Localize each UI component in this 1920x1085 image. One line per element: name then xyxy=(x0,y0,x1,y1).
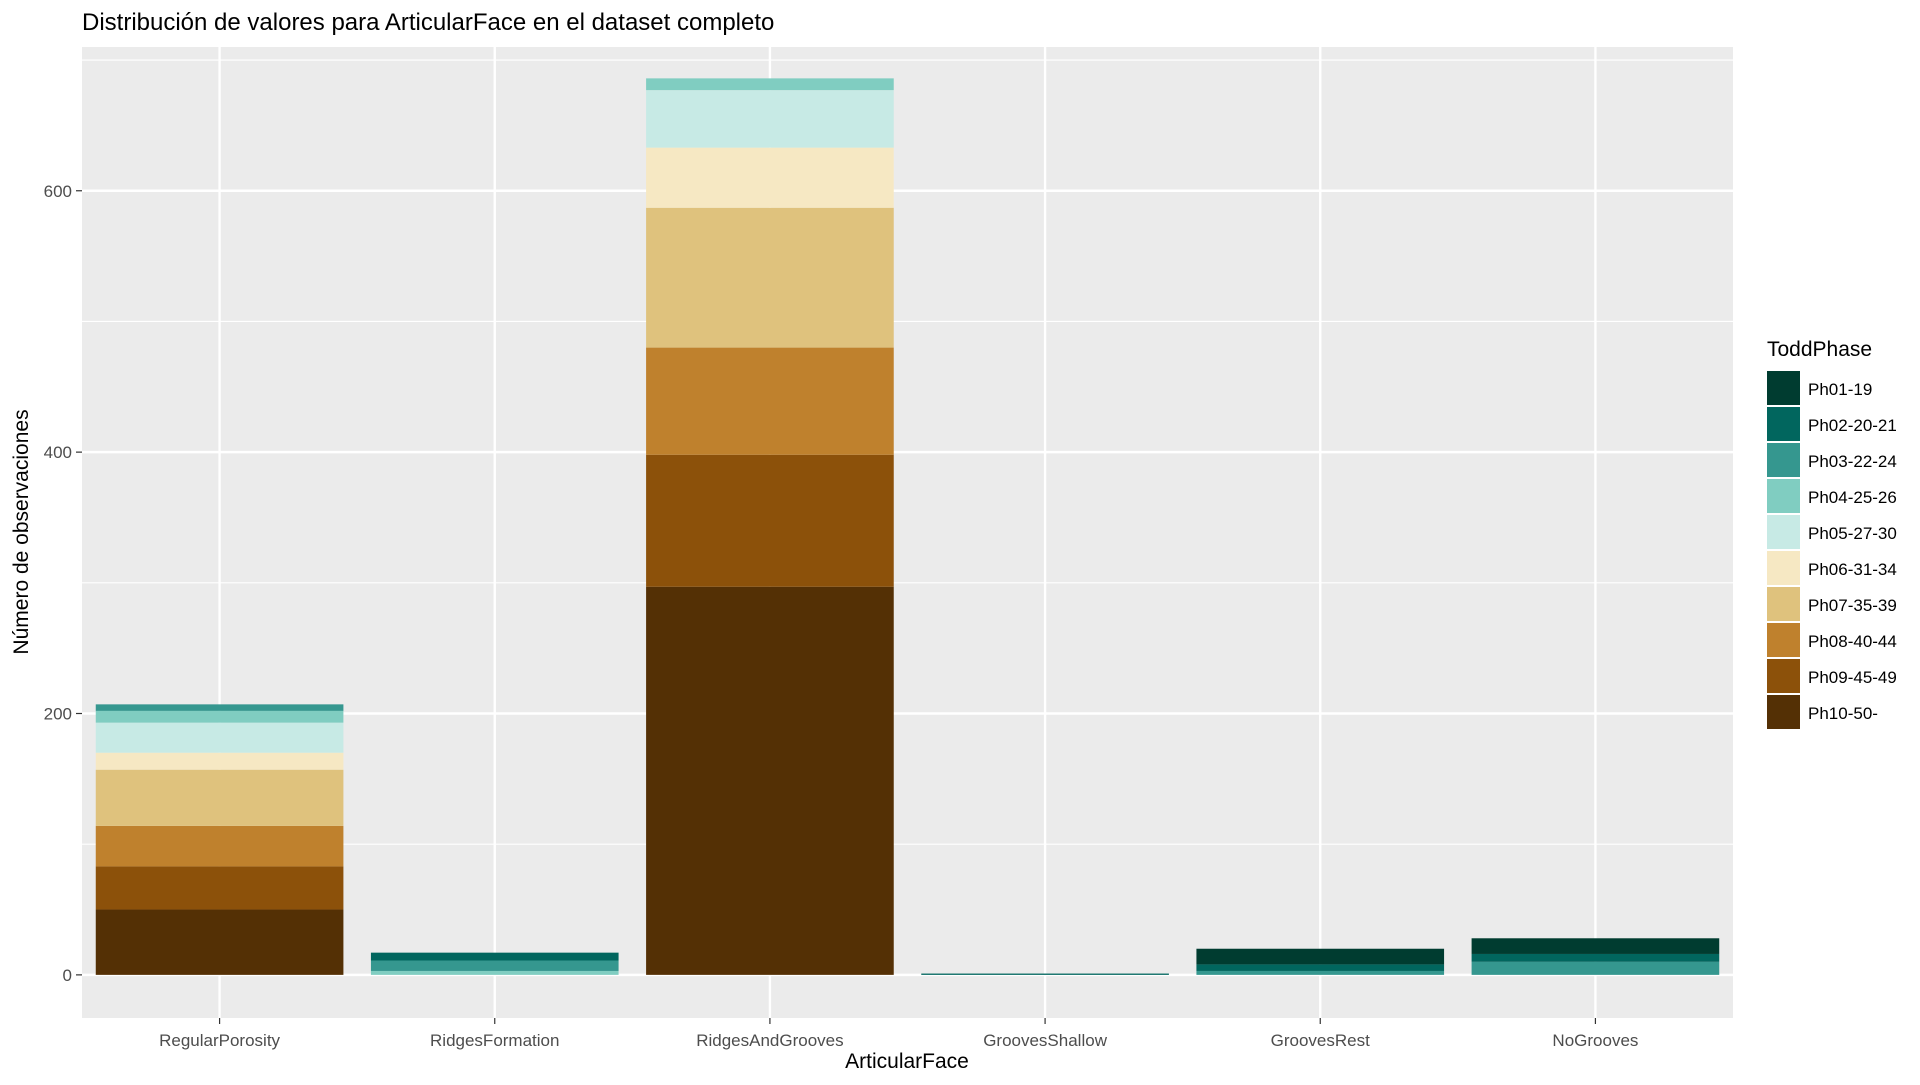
bar-segment-RidgesFormation-Ph04-25-26 xyxy=(370,970,619,975)
legend-label: Ph05-27-30 xyxy=(1808,524,1897,543)
legend-label: Ph09-45-49 xyxy=(1808,668,1897,687)
y-tick-label: 400 xyxy=(44,443,72,462)
x-axis-title: ArticularFace xyxy=(845,1050,969,1073)
chart-title: Distribución de valores para ArticularFa… xyxy=(82,9,774,36)
bar-segment-RidgesAndGrooves-Ph09-45-49 xyxy=(646,454,894,587)
bars xyxy=(95,78,1720,975)
legend-label: Ph07-35-39 xyxy=(1808,596,1897,615)
bar-segment-RidgesAndGrooves-Ph04-25-26 xyxy=(646,78,894,91)
legend-key xyxy=(1767,551,1800,585)
legend-label: Ph02-20-21 xyxy=(1808,416,1897,435)
y-axis-title: Número de observaciones xyxy=(10,409,33,654)
bar-segment-RegularPorosity-Ph08-40-44 xyxy=(95,825,344,867)
bar-segment-RegularPorosity-Ph09-45-49 xyxy=(95,866,344,910)
legend-key xyxy=(1767,479,1800,513)
bar-segment-NoGrooves-Ph03-22-24 xyxy=(1471,961,1720,975)
legend-key xyxy=(1767,407,1800,441)
bar-segment-GroovesRest-Ph03-22-24 xyxy=(1196,970,1445,975)
bar-segment-RegularPorosity-Ph04-25-26 xyxy=(95,710,344,723)
bar-segment-GroovesRest-Ph01-19 xyxy=(1196,948,1445,965)
legend-label: Ph01-19 xyxy=(1808,380,1872,399)
bar-segment-NoGrooves-Ph02-20-21 xyxy=(1471,953,1720,962)
x-tick-label: GroovesRest xyxy=(1271,1031,1370,1050)
bar-segment-RegularPorosity-Ph05-27-30 xyxy=(95,722,344,753)
legend-label: Ph06-31-34 xyxy=(1808,560,1897,579)
legend-key xyxy=(1767,659,1800,693)
legend-label: Ph04-25-26 xyxy=(1808,488,1897,507)
bar-segment-RegularPorosity-Ph07-35-39 xyxy=(95,769,344,826)
legend-title: ToddPhase xyxy=(1767,338,1872,361)
bar-segment-RidgesAndGrooves-Ph06-31-34 xyxy=(646,147,894,208)
bar-segment-RidgesAndGrooves-Ph10-50- xyxy=(646,586,894,975)
legend-key xyxy=(1767,371,1800,405)
legend-label: Ph08-40-44 xyxy=(1808,632,1897,651)
y-tick-label: 200 xyxy=(44,705,72,724)
y-tick-label: 600 xyxy=(44,182,72,201)
bar-segment-RidgesAndGrooves-Ph08-40-44 xyxy=(646,347,894,455)
bar-segment-RidgesAndGrooves-Ph05-27-30 xyxy=(646,90,894,148)
bar-segment-NoGrooves-Ph01-19 xyxy=(1471,938,1720,954)
bar-segment-RegularPorosity-Ph10-50- xyxy=(95,909,344,975)
x-tick-label: GroovesShallow xyxy=(983,1031,1108,1050)
x-tick-label: RidgesFormation xyxy=(430,1031,559,1050)
x-tick-label: NoGrooves xyxy=(1552,1031,1638,1050)
legend-key xyxy=(1767,587,1800,621)
plot-panel xyxy=(82,47,1733,1018)
x-tick-label: RidgesAndGrooves xyxy=(696,1031,843,1050)
bar-segment-GroovesRest-Ph02-20-21 xyxy=(1196,964,1445,971)
legend-key xyxy=(1767,623,1800,657)
legend-label: Ph10-50- xyxy=(1808,704,1878,723)
y-tick-label: 0 xyxy=(63,966,72,985)
x-axis-ticks: RegularPorosity RidgesFormation RidgesAndG… xyxy=(159,1018,1638,1050)
bar-segment-RidgesAndGrooves-Ph07-35-39 xyxy=(646,207,894,348)
bar-segment-RidgesFormation-Ph03-22-24 xyxy=(370,960,619,971)
bar-segment-RegularPorosity-Ph03-22-24 xyxy=(95,704,344,711)
legend: ToddPhase Ph01-19 Ph02-20-21 Ph03-22-24 Ph0… xyxy=(1767,338,1897,729)
legend-key xyxy=(1767,515,1800,549)
y-axis-ticks: 0 200 400 600 xyxy=(44,182,82,985)
bar-segment-RidgesFormation-Ph02-20-21 xyxy=(370,952,619,961)
legend-label: Ph03-22-24 xyxy=(1808,452,1897,471)
legend-key xyxy=(1767,443,1800,477)
legend-key xyxy=(1767,695,1800,729)
bar-segment-RegularPorosity-Ph06-31-34 xyxy=(95,752,344,770)
x-tick-label: RegularPorosity xyxy=(159,1031,280,1050)
bar-segment-GroovesShallow-Ph02-20-21 xyxy=(921,973,1169,975)
